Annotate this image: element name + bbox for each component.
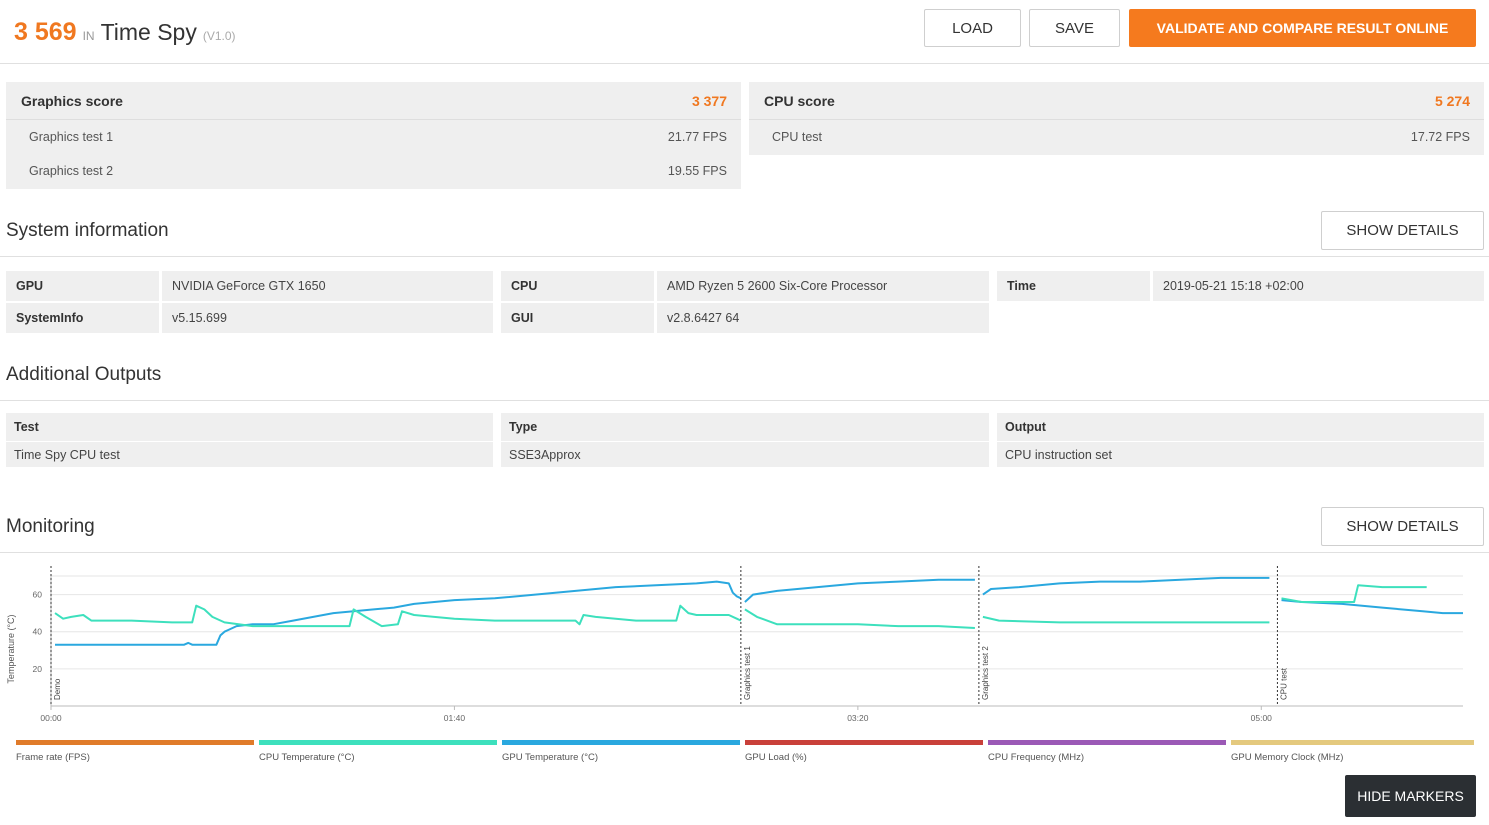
test-marker-label: Graphics test 1 bbox=[743, 646, 752, 700]
gpu-key: GPU bbox=[6, 271, 159, 301]
legend-swatch bbox=[502, 740, 740, 745]
divider bbox=[0, 400, 1489, 401]
test-name: Graphics test 1 bbox=[29, 130, 114, 144]
graphics-score-title: Graphics score bbox=[21, 92, 123, 109]
additional-outputs-title: Additional Outputs bbox=[6, 364, 162, 385]
legend-gpu-memory-clock[interactable]: GPU Memory Clock (MHz) bbox=[1231, 740, 1474, 764]
test-marker-label: Graphics test 2 bbox=[981, 646, 990, 700]
legend-label: Frame rate (FPS) bbox=[16, 752, 90, 763]
gui-value: v2.8.6427 64 bbox=[657, 303, 989, 333]
cpu-score-value: 5 274 bbox=[1434, 92, 1470, 109]
legend-swatch bbox=[745, 740, 983, 745]
gui-key: GUI bbox=[501, 303, 654, 333]
cpu-score-header: CPU score 5 274 bbox=[749, 82, 1484, 120]
monitoring-chart[interactable]: 20 40 60 Temperature (°C) 00:00 01:40 03:20 05:… bbox=[0, 566, 1489, 726]
benchmark-version: (V1.0) bbox=[202, 29, 236, 43]
series-line-cpu-temperature-c bbox=[1281, 584, 1427, 603]
graphics-test-2-row: Graphics test 2 19.55 FPS bbox=[6, 154, 741, 188]
outputs-header-test: Test bbox=[6, 413, 493, 441]
in-label: IN bbox=[82, 29, 95, 43]
cpu-score-panel: CPU score 5 274 CPU test 17.72 FPS bbox=[749, 82, 1484, 155]
load-button[interactable]: LOAD bbox=[924, 9, 1021, 47]
series-line-cpu-temperature-c bbox=[982, 615, 1270, 624]
system-info-title: System information bbox=[6, 220, 169, 241]
time-key: Time bbox=[997, 271, 1150, 301]
legend-label: GPU Memory Clock (MHz) bbox=[1231, 752, 1344, 763]
legend-swatch bbox=[1231, 740, 1474, 745]
legend-swatch bbox=[259, 740, 497, 745]
legend-frame-rate[interactable]: Frame rate (FPS) bbox=[16, 740, 254, 764]
test-value: 21.77 FPS bbox=[667, 130, 727, 144]
x-tick-label: 00:00 bbox=[40, 713, 62, 723]
legend-swatch bbox=[988, 740, 1226, 745]
x-tick-label: 03:20 bbox=[847, 713, 869, 723]
result-header: 3 569 IN Time Spy (V1.0) LOAD SAVE VALID… bbox=[0, 0, 1489, 64]
monitoring-show-details-button[interactable]: SHOW DETAILS bbox=[1321, 507, 1484, 546]
legend-swatch bbox=[16, 740, 254, 745]
save-button[interactable]: SAVE bbox=[1029, 9, 1120, 47]
legend-gpu-temperature[interactable]: GPU Temperature (°C) bbox=[502, 740, 740, 764]
outputs-header-output: Output bbox=[997, 413, 1484, 441]
time-value: 2019-05-21 15:18 +02:00 bbox=[1153, 271, 1484, 301]
graphics-score-header: Graphics score 3 377 bbox=[6, 82, 741, 120]
outputs-header-type: Type bbox=[501, 413, 989, 441]
y-tick-label: 40 bbox=[33, 627, 43, 637]
legend-label: CPU Temperature (°C) bbox=[259, 752, 355, 763]
overall-score: 3 569 bbox=[14, 18, 77, 46]
test-value: 17.72 FPS bbox=[1410, 130, 1470, 144]
x-tick-label: 05:00 bbox=[1251, 713, 1273, 723]
test-marker-label: CPU test bbox=[1279, 667, 1288, 700]
monitoring-title: Monitoring bbox=[6, 516, 95, 537]
gpu-value: NVIDIA GeForce GTX 1650 bbox=[162, 271, 493, 301]
legend-label: GPU Temperature (°C) bbox=[502, 752, 599, 763]
cpu-score-title: CPU score bbox=[764, 92, 835, 109]
cpu-test-row: CPU test 17.72 FPS bbox=[749, 120, 1484, 154]
series-line-gpu-temperature-c bbox=[55, 580, 742, 646]
graphics-score-panel: Graphics score 3 377 Graphics test 1 21.… bbox=[6, 82, 741, 189]
y-tick-label: 20 bbox=[33, 664, 43, 674]
systeminfo-key: SystemInfo bbox=[6, 303, 159, 333]
x-tick-label: 01:40 bbox=[444, 713, 466, 723]
hide-markers-button[interactable]: HIDE MARKERS bbox=[1345, 775, 1476, 817]
test-name: Graphics test 2 bbox=[29, 164, 114, 178]
cpu-value: AMD Ryzen 5 2600 Six-Core Processor bbox=[657, 271, 989, 301]
y-tick-label: 60 bbox=[33, 590, 43, 600]
cpu-key: CPU bbox=[501, 271, 654, 301]
series-line-cpu-temperature-c bbox=[54, 604, 742, 628]
outputs-cell-test: Time Spy CPU test bbox=[6, 442, 493, 467]
test-value: 19.55 FPS bbox=[667, 164, 727, 178]
test-marker-label: Demo bbox=[53, 678, 62, 700]
graphics-test-1-row: Graphics test 1 21.77 FPS bbox=[6, 120, 741, 154]
validate-compare-button[interactable]: VALIDATE AND COMPARE RESULT ONLINE bbox=[1129, 9, 1476, 47]
graphics-score-value: 3 377 bbox=[691, 92, 727, 109]
series-line-gpu-temperature-c bbox=[744, 578, 975, 603]
outputs-cell-type: SSE3Approx bbox=[501, 442, 989, 467]
legend-cpu-frequency[interactable]: CPU Frequency (MHz) bbox=[988, 740, 1226, 764]
y-axis-label: Temperature (°C) bbox=[6, 614, 16, 683]
series-line-gpu-temperature-c bbox=[982, 576, 1270, 596]
legend-gpu-load[interactable]: GPU Load (%) bbox=[745, 740, 983, 764]
legend-label: GPU Load (%) bbox=[745, 752, 807, 763]
benchmark-name: Time Spy bbox=[100, 19, 197, 45]
test-name: CPU test bbox=[772, 130, 823, 144]
outputs-cell-output: CPU instruction set bbox=[997, 442, 1484, 467]
series-line-cpu-temperature-c bbox=[744, 608, 975, 629]
divider bbox=[0, 256, 1489, 257]
legend-cpu-temperature[interactable]: CPU Temperature (°C) bbox=[259, 740, 497, 764]
score-line: 3 569 IN Time Spy (V1.0) bbox=[14, 18, 236, 47]
systeminfo-value: v5.15.699 bbox=[162, 303, 493, 333]
legend-label: CPU Frequency (MHz) bbox=[988, 752, 1085, 763]
divider bbox=[0, 552, 1489, 553]
system-info-show-details-button[interactable]: SHOW DETAILS bbox=[1321, 211, 1484, 250]
